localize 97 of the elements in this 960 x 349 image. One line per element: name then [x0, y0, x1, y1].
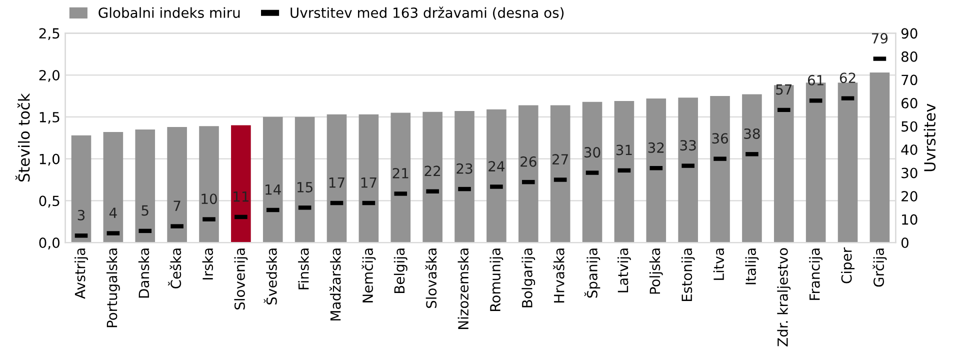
bar [486, 109, 506, 243]
bar [454, 111, 474, 243]
x-tick-label: Finska [298, 248, 309, 290]
x-tick-label: Latvija [617, 248, 631, 292]
y2-tick-label: 0 [901, 238, 908, 248]
data-label: 17 [361, 177, 376, 188]
bar [838, 82, 858, 243]
bar [582, 102, 602, 243]
x-tick-label: Švedska [264, 248, 277, 304]
y2-tick-label: 80 [901, 51, 918, 62]
bar [71, 135, 92, 243]
y2-tick-label: 20 [902, 190, 918, 202]
bar [646, 98, 666, 243]
data-label: 30 [584, 147, 600, 158]
bar [550, 105, 570, 243]
x-tick-label: Slovaška [425, 248, 437, 308]
data-label: 7 [174, 200, 180, 211]
bar [167, 126, 187, 243]
x-tick-label: Poljska [649, 248, 663, 294]
data-label: 11 [234, 191, 248, 202]
data-label: 17 [329, 177, 344, 188]
x-tick-label: Češka [168, 248, 182, 288]
y2-tick-label: 40 [901, 144, 918, 155]
data-label: 61 [808, 74, 824, 86]
y-tick-label: 0,0 [39, 238, 60, 250]
bar [262, 116, 283, 243]
bar [231, 125, 251, 243]
x-tick-label: Danska [138, 248, 150, 298]
bar [358, 114, 379, 243]
bar [135, 129, 156, 243]
data-label: 14 [266, 184, 281, 195]
y2-axis-title: Uvrstitev [924, 104, 936, 172]
x-tick-label: Italija [745, 248, 759, 284]
bar [390, 112, 411, 243]
x-tick-label: Slovenija [234, 248, 248, 310]
x-tick-label: Bolgarija [522, 248, 536, 308]
data-label: 79 [872, 33, 888, 44]
y-tick-label: 2,0 [39, 70, 60, 82]
x-tick-label: Španija [584, 248, 600, 298]
x-tick-label: Irska [202, 248, 214, 280]
data-label: 4 [109, 208, 117, 218]
data-label: 31 [616, 144, 632, 156]
bar [678, 98, 698, 243]
bar [294, 116, 315, 243]
bar [614, 101, 634, 243]
data-label: 36 [712, 133, 728, 144]
bar [326, 114, 347, 243]
y-tick-label: 1,5 [40, 112, 60, 124]
data-label: 38 [744, 128, 760, 139]
bar [742, 94, 762, 243]
y2-tick-label: 90 [901, 28, 918, 39]
y-tick-label: 0,5 [39, 196, 60, 208]
x-tick-label: Belgija [394, 248, 408, 294]
data-label: 21 [392, 168, 408, 178]
data-label: 57 [776, 84, 792, 95]
data-label: 10 [202, 194, 217, 204]
legend-label: Globalni indeks miru [98, 7, 240, 18]
data-label: 3 [78, 210, 85, 220]
bar [103, 132, 124, 243]
data-label: 22 [424, 166, 440, 176]
x-tick-label: Ciper [841, 247, 854, 284]
x-tick-label: Francija [809, 248, 823, 300]
bar [774, 85, 794, 243]
data-label: 5 [142, 205, 148, 216]
y2-tick-label: 70 [902, 74, 918, 86]
bar [199, 126, 219, 243]
bar [870, 72, 890, 243]
y2-tick-label: 10 [902, 214, 918, 225]
x-tick-label: Estonija [681, 248, 695, 302]
y-axis-title: Število točk [15, 93, 30, 182]
y2-tick-label: 30 [902, 168, 918, 178]
x-tick-label: Grčija [872, 248, 887, 287]
bar [710, 96, 730, 243]
x-tick-label: Nizozemska [458, 248, 469, 329]
x-tick-label: Romunija [490, 248, 504, 311]
x-tick-label: Hrvaška [553, 248, 564, 302]
y-tick-label: 1,0 [40, 154, 60, 166]
data-label: 32 [648, 142, 664, 153]
data-label: 24 [488, 161, 505, 172]
data-label: 23 [456, 163, 472, 174]
y-tick-label: 2,5 [39, 28, 60, 40]
data-label: 26 [520, 156, 536, 167]
bar [422, 112, 442, 243]
data-label: 15 [298, 182, 312, 192]
data-label: 62 [840, 72, 856, 84]
x-tick-label: Portugalska [106, 248, 120, 328]
bar [518, 105, 538, 243]
x-tick-label: Nemčija [362, 248, 376, 302]
x-tick-label: Zdr. kraljestvo [777, 248, 791, 346]
x-tick-label: Litva [713, 248, 724, 280]
x-tick-label: Madžarska [329, 248, 341, 320]
legend-label: Uvrstitev med 163 državami (desna os) [290, 6, 564, 20]
x-tick-label: Avstrija [74, 248, 88, 299]
data-label: 33 [680, 140, 696, 151]
y2-tick-label: 50 [902, 121, 918, 132]
data-label: 27 [552, 154, 568, 164]
y2-tick-label: 60 [902, 98, 918, 108]
